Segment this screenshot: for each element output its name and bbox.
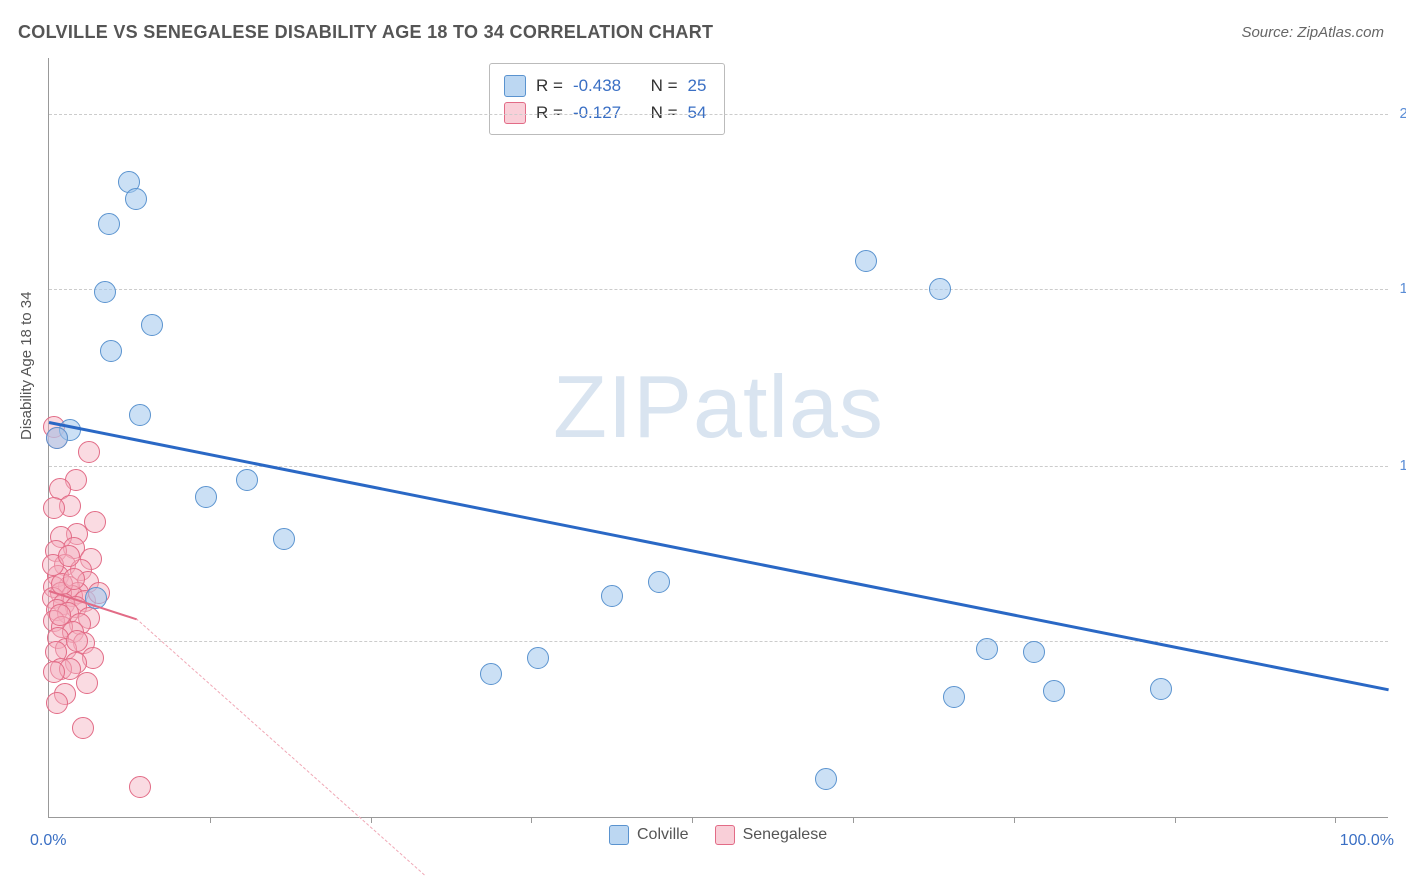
r-label: R =: [536, 99, 563, 126]
data-point-blue: [648, 571, 670, 593]
data-point-blue: [855, 250, 877, 272]
x-tick: [210, 817, 211, 823]
legend-label: Colville: [637, 826, 689, 844]
data-point-pink: [66, 630, 88, 652]
data-point-blue: [141, 314, 163, 336]
x-tick: [692, 817, 693, 823]
data-point-pink: [43, 661, 65, 683]
data-point-blue: [125, 188, 147, 210]
x-tick: [531, 817, 532, 823]
data-point-blue: [1043, 680, 1065, 702]
swatch-pink-icon: [715, 825, 735, 845]
data-point-blue: [129, 404, 151, 426]
r-label: R =: [536, 72, 563, 99]
gridline-h: [49, 114, 1388, 115]
data-point-pink: [49, 604, 71, 626]
data-point-blue: [480, 663, 502, 685]
data-point-blue: [98, 213, 120, 235]
source-label: Source: ZipAtlas.com: [1241, 24, 1384, 41]
swatch-pink-icon: [504, 102, 526, 124]
data-point-pink: [58, 545, 80, 567]
x-tick: [371, 817, 372, 823]
data-point-pink: [78, 441, 100, 463]
chart-title: COLVILLE VS SENEGALESE DISABILITY AGE 18…: [18, 22, 713, 43]
y-tick-label: 12.5%: [1399, 457, 1406, 474]
data-point-blue: [1150, 678, 1172, 700]
data-point-blue: [943, 686, 965, 708]
x-tick: [1335, 817, 1336, 823]
data-point-blue: [236, 469, 258, 491]
data-point-blue: [1023, 641, 1045, 663]
plot-area: ZIPatlas R = -0.438 N = 25 R = -0.127 N …: [48, 58, 1388, 818]
gridline-h: [49, 289, 1388, 290]
y-tick-label: 25.0%: [1399, 105, 1406, 122]
data-point-blue: [100, 340, 122, 362]
n-value-blue: 25: [688, 72, 707, 99]
data-point-pink: [76, 672, 98, 694]
data-point-blue: [929, 278, 951, 300]
swatch-blue-icon: [504, 75, 526, 97]
x-tick: [1014, 817, 1015, 823]
y-axis-title: Disability Age 18 to 34: [18, 292, 35, 440]
trendline-blue: [49, 421, 1390, 691]
watermark: ZIPatlas: [553, 356, 884, 458]
legend-item-colville: Colville: [609, 825, 689, 845]
data-point-blue: [195, 486, 217, 508]
data-point-pink: [63, 568, 85, 590]
y-tick-label: 18.8%: [1399, 280, 1406, 297]
data-point-blue: [815, 768, 837, 790]
n-value-pink: 54: [688, 99, 707, 126]
stats-row-blue: R = -0.438 N = 25: [504, 72, 706, 99]
data-point-blue: [601, 585, 623, 607]
legend-bottom: Colville Senegalese: [609, 825, 827, 845]
data-point-blue: [976, 638, 998, 660]
trendline-pink-dash: [136, 618, 425, 875]
n-label: N =: [651, 72, 678, 99]
x-tick: [853, 817, 854, 823]
r-value-blue: -0.438: [573, 72, 621, 99]
x-axis-min-label: 0.0%: [30, 832, 66, 850]
data-point-pink: [72, 717, 94, 739]
data-point-blue: [46, 427, 68, 449]
data-point-pink: [43, 497, 65, 519]
swatch-blue-icon: [609, 825, 629, 845]
data-point-pink: [46, 692, 68, 714]
r-value-pink: -0.127: [573, 99, 621, 126]
legend-item-senegalese: Senegalese: [715, 825, 828, 845]
gridline-h: [49, 641, 1388, 642]
stats-legend-box: R = -0.438 N = 25 R = -0.127 N = 54: [489, 63, 725, 135]
data-point-blue: [273, 528, 295, 550]
data-point-pink: [129, 776, 151, 798]
data-point-blue: [94, 281, 116, 303]
gridline-h: [49, 466, 1388, 467]
x-tick: [1175, 817, 1176, 823]
data-point-blue: [527, 647, 549, 669]
stats-row-pink: R = -0.127 N = 54: [504, 99, 706, 126]
legend-label: Senegalese: [743, 826, 828, 844]
x-axis-max-label: 100.0%: [1340, 832, 1394, 850]
n-label: N =: [651, 99, 678, 126]
